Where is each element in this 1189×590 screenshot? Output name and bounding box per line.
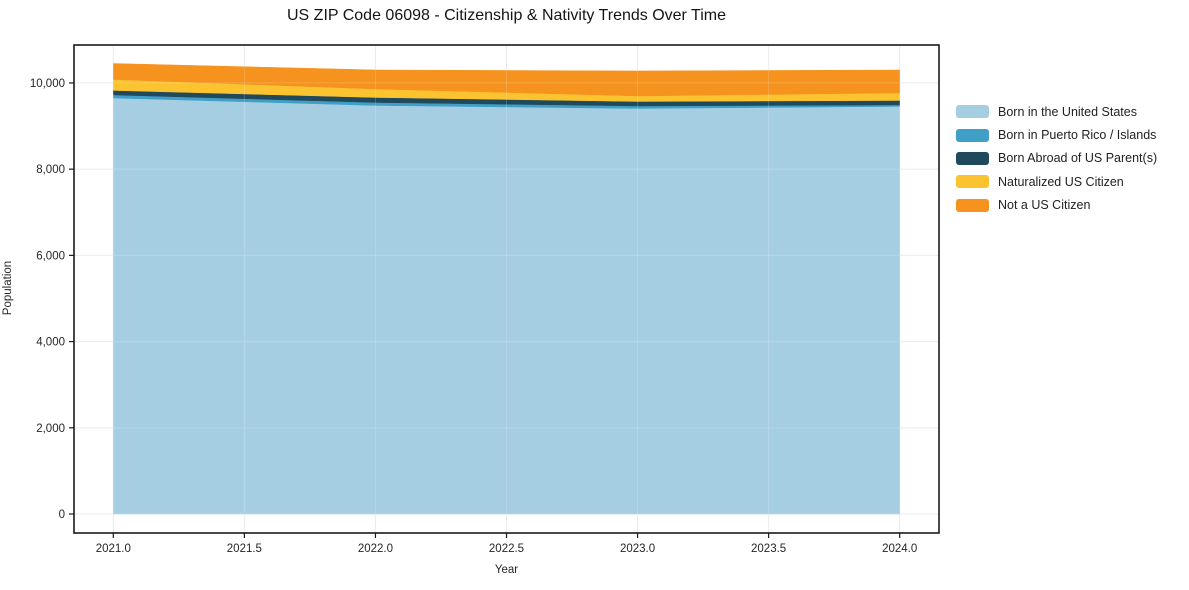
legend-item: Born Abroad of US Parent(s) <box>956 147 1157 170</box>
legend-swatch-born-in-us <box>956 105 989 119</box>
legend-swatch-born-abroad <box>956 151 989 165</box>
x-tick-label: 2023.5 <box>751 543 786 555</box>
y-tick-label: 2,000 <box>36 423 65 435</box>
x-tick-label: 2021.0 <box>96 543 131 555</box>
legend-item: Not a US Citizen <box>956 194 1157 217</box>
y-tick-label: 4,000 <box>36 337 65 349</box>
x-axis-label: Year <box>494 564 519 576</box>
x-tick-label: 2022.0 <box>358 543 393 555</box>
legend: Born in the United States Born in Puerto… <box>956 100 1157 217</box>
y-tick-label: 8,000 <box>36 164 65 176</box>
y-tick-label: 0 <box>59 509 65 521</box>
legend-item: Born in the United States <box>956 100 1157 123</box>
y-tick-label: 10,000 <box>30 78 65 90</box>
legend-label: Born in Puerto Rico / Islands <box>998 128 1157 143</box>
legend-label: Naturalized US Citizen <box>998 174 1124 189</box>
legend-swatch-not-citizen <box>956 198 989 212</box>
legend-label: Born in the United States <box>998 104 1137 119</box>
x-tick-label: 2024.0 <box>882 543 917 555</box>
x-tick-label: 2021.5 <box>227 543 262 555</box>
y-tick-label: 6,000 <box>36 250 65 262</box>
chart-title: US ZIP Code 06098 - Citizenship & Nativi… <box>287 7 726 24</box>
legend-label: Born Abroad of US Parent(s) <box>998 151 1158 166</box>
legend-item: Naturalized US Citizen <box>956 170 1157 193</box>
x-tick-label: 2023.0 <box>620 543 655 555</box>
area-series <box>113 63 900 97</box>
legend-item: Born in Puerto Rico / Islands <box>956 123 1157 146</box>
legend-swatch-naturalized <box>956 175 989 189</box>
legend-swatch-puerto-rico <box>956 128 989 142</box>
x-tick-label: 2022.5 <box>489 543 524 555</box>
legend-label: Not a US Citizen <box>998 198 1091 213</box>
